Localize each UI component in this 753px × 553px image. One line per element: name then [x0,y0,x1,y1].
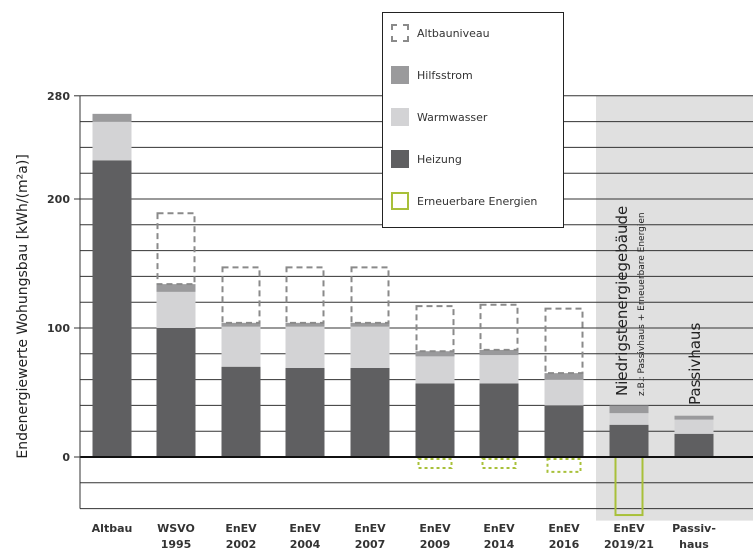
bar-hilfsstrom [544,373,584,380]
category-label: 2014 [484,538,515,551]
y-axis-label: Endenergiewerte Wohungsbau [kWh/(m²a)] [15,154,31,458]
legend-swatch [391,24,409,42]
bar-heizung [350,367,390,457]
y-tick-label: 200 [47,193,70,206]
bar-heizung [544,405,584,457]
bar-hilfsstrom [350,322,390,327]
bar-altbauniveau [156,212,196,286]
y-tick-label: 0 [62,451,70,464]
category-label: EnEV [225,522,257,535]
bar-erneuerbare [546,458,582,473]
legend-swatch [391,192,409,210]
bar-heizung [415,383,455,457]
legend-label: Altbauniveau [417,26,490,40]
bar-hilfsstrom [221,322,261,327]
category-label: 2002 [226,538,257,551]
legend-item-erneuerbare: Erneuerbare Energien [391,191,537,211]
bar-warmwasser [285,326,325,368]
zone-subtitle: z.B.: Passivhaus + Erneuerbare Energien [637,212,647,396]
zone-title: Niedrigstenergiegebäude [613,206,631,396]
category-label: EnEV [548,522,580,535]
legend-label: Heizung [417,152,462,166]
legend-swatch [391,150,409,168]
bar-hilfsstrom [479,349,519,356]
bar-heizung [674,433,714,457]
category-label: 2016 [549,538,580,551]
category-label: Altbau [92,522,133,535]
bar-altbauniveau [350,266,390,324]
bar-hilfsstrom [285,322,325,327]
y-tick-label: 280 [47,90,70,103]
legend-item-hilfsstrom: Hilfsstrom [391,65,473,85]
passivhaus-label: Passivhaus [686,323,704,405]
legend-item-heizung: Heizung [391,149,462,169]
bar-hilfsstrom [609,405,649,414]
category-label: EnEV [419,522,451,535]
chart-legend: Altbauniveau Hilfsstrom Warmwasser Heizung E… [382,12,564,228]
bar-heizung [609,424,649,457]
legend-item-altbauniveau: Altbauniveau [391,23,490,43]
category-label: 2019/21 [604,538,654,551]
category-label: EnEV [613,522,645,535]
bar-warmwasser [609,413,649,425]
bar-heizung [479,383,519,457]
bar-hilfsstrom [156,284,196,292]
bar-warmwasser [544,379,584,406]
legend-item-warmwasser: Warmwasser [391,107,487,127]
category-label: Passiv- [672,522,716,535]
category-label: 2009 [420,538,451,551]
bar-hilfsstrom [92,113,132,122]
bar-warmwasser [350,326,390,368]
bar-erneuerbare [417,458,453,470]
bar-warmwasser [479,355,519,384]
bar-warmwasser [415,356,455,384]
bar-warmwasser [156,291,196,328]
category-label: WSVO [157,522,195,535]
bar-warmwasser [674,419,714,434]
bar-warmwasser [221,326,261,367]
bar-heizung [285,367,325,457]
bar-hilfsstrom [415,351,455,357]
category-label: EnEV [483,522,515,535]
bar-altbauniveau [221,266,261,324]
bar-altbauniveau [285,266,325,324]
bar-warmwasser [92,121,132,161]
legend-swatch [391,66,409,84]
bar-hilfsstrom [674,415,714,420]
legend-label: Warmwasser [417,110,488,124]
category-label: EnEV [354,522,386,535]
category-label: EnEV [289,522,321,535]
bar-heizung [92,160,132,458]
legend-label: Hilfsstrom [417,68,473,82]
category-label: haus [679,538,709,551]
bar-heizung [221,366,261,457]
bar-altbauniveau [415,305,455,353]
bar-erneuerbare [481,458,517,470]
category-label: 2004 [290,538,321,551]
bar-altbauniveau [544,307,584,375]
category-label: 1995 [161,538,192,551]
legend-label: Erneuerbare Energien [417,194,538,208]
bar-altbauniveau [479,303,519,351]
y-tick-label: 100 [47,322,70,335]
legend-swatch [391,108,409,126]
category-label: 2007 [355,538,386,551]
bar-heizung [156,328,196,457]
